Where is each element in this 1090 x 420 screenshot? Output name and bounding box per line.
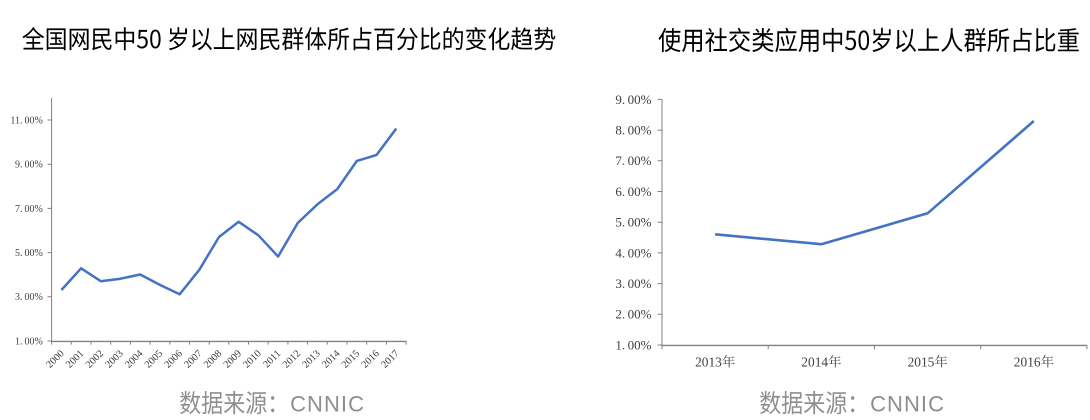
- svg-text:2013: 2013: [695, 355, 722, 370]
- svg-text:3. 00%: 3. 00%: [15, 292, 43, 303]
- svg-text:7. 00%: 7. 00%: [15, 204, 43, 215]
- svg-text:5. 00%: 5. 00%: [615, 215, 651, 230]
- svg-text:7. 00%: 7. 00%: [615, 153, 651, 168]
- svg-text:2016: 2016: [1014, 355, 1041, 370]
- svg-text:5. 00%: 5. 00%: [15, 248, 43, 259]
- svg-text:CNNIC: CNNIC: [870, 391, 945, 416]
- svg-text:4. 00%: 4. 00%: [615, 245, 651, 260]
- svg-text:1. 00%: 1. 00%: [615, 337, 651, 352]
- svg-text:6. 00%: 6. 00%: [615, 184, 651, 199]
- svg-text:3. 00%: 3. 00%: [615, 276, 651, 291]
- svg-text:CNNIC: CNNIC: [290, 391, 365, 416]
- svg-text:9. 00%: 9. 00%: [615, 92, 651, 107]
- svg-text:8. 00%: 8. 00%: [615, 123, 651, 138]
- svg-text:1. 00%: 1. 00%: [15, 336, 43, 347]
- svg-text:11. 00%: 11. 00%: [10, 115, 42, 126]
- svg-text:9. 00%: 9. 00%: [15, 160, 43, 171]
- svg-text:2014: 2014: [801, 355, 828, 370]
- svg-text:2015: 2015: [908, 355, 935, 370]
- svg-text:2. 00%: 2. 00%: [615, 307, 651, 322]
